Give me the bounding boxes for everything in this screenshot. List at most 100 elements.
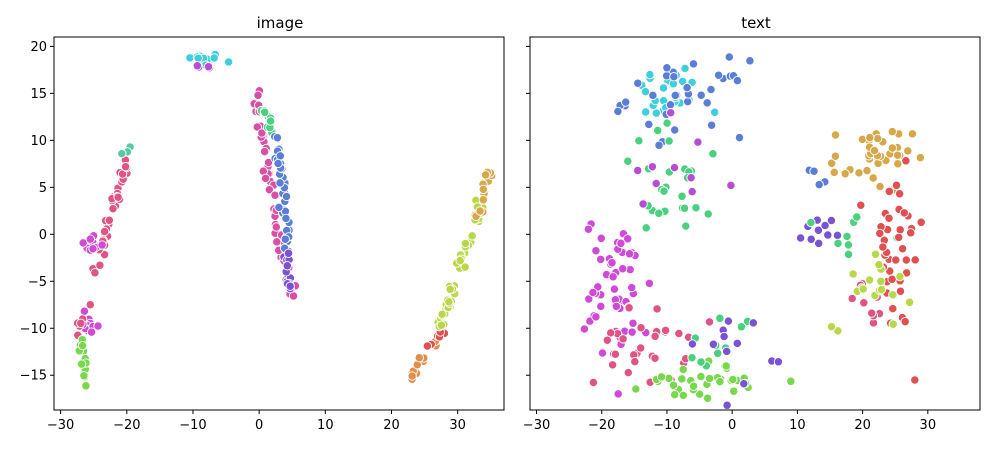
- scatter-point: [702, 98, 712, 108]
- scatter-point: [664, 136, 674, 146]
- scatter-point: [884, 186, 894, 197]
- scatter-point: [732, 75, 743, 86]
- scatter-point: [722, 346, 732, 357]
- scatter-point: [814, 179, 824, 190]
- scatter-point: [734, 132, 745, 143]
- scatter-point: [623, 367, 633, 378]
- scatter-point: [654, 140, 664, 150]
- y-tick-label: 5: [39, 181, 47, 196]
- scatter-point: [715, 313, 725, 323]
- scatter-point: [704, 373, 715, 384]
- scatter-point: [407, 371, 417, 381]
- scatter-point: [878, 242, 888, 252]
- scatter-point: [854, 168, 864, 178]
- scatter-point: [688, 59, 699, 69]
- x-tick-label: −30: [47, 418, 74, 433]
- scatter-point: [608, 272, 618, 282]
- scatter-point: [678, 364, 688, 375]
- scatter-point: [636, 323, 646, 333]
- scatter-point: [823, 230, 833, 240]
- y-axis-ticks: [526, 45, 530, 376]
- scatter-point: [683, 96, 693, 107]
- x-axis-ticks: −30 −20 −10 0 10 20 30: [523, 410, 936, 433]
- scatter-point: [78, 238, 88, 248]
- scatter-point: [85, 300, 95, 310]
- scatter-point: [624, 303, 634, 313]
- scatter-point: [900, 316, 910, 327]
- scatter-point: [833, 238, 843, 249]
- scatter-point: [259, 146, 270, 157]
- scatter-point: [108, 204, 118, 214]
- scatter-point: [97, 240, 107, 250]
- scatter-point: [88, 244, 98, 254]
- scatter-points: [72, 49, 497, 391]
- chart-title: text: [741, 14, 771, 32]
- scatter-point: [656, 372, 667, 382]
- scatter-point: [876, 276, 886, 286]
- scatter-point: [903, 146, 913, 156]
- scatter-point: [907, 129, 918, 139]
- scatter-point: [627, 327, 637, 337]
- scatter-point: [847, 293, 857, 304]
- scatter-point: [650, 353, 660, 363]
- scatter-point: [636, 343, 646, 353]
- x-tick-label: 0: [728, 418, 736, 433]
- scatter-point: [478, 195, 488, 205]
- scatter-point: [713, 70, 724, 80]
- scatter-point: [659, 186, 669, 196]
- scatter-point: [795, 233, 806, 243]
- scatter-point: [651, 178, 661, 189]
- scatter-point: [842, 231, 852, 242]
- scatter-point: [467, 231, 477, 241]
- scatter-point: [283, 248, 294, 258]
- scatter-point: [894, 232, 904, 243]
- scatter-point: [618, 264, 628, 274]
- scatter-point: [884, 213, 894, 223]
- scatter-point: [652, 304, 662, 314]
- scatter-point: [722, 400, 732, 410]
- scatter-point: [745, 56, 755, 66]
- y-tick-label: 10: [30, 134, 47, 149]
- scatter-point: [666, 108, 676, 118]
- x-tick-label: 10: [317, 418, 334, 433]
- scatter-point: [706, 120, 717, 130]
- scatter-point: [870, 249, 881, 259]
- scatter-point: [891, 255, 901, 265]
- scatter-point: [669, 162, 680, 173]
- scatter-point: [596, 301, 606, 312]
- x-tick-label: 0: [255, 418, 263, 433]
- scatter-point: [185, 53, 195, 63]
- scatter-point: [281, 191, 292, 202]
- scatter-point: [104, 215, 114, 225]
- scatter-point: [686, 173, 696, 183]
- scatter-point: [596, 233, 606, 243]
- scatter-point: [588, 287, 598, 298]
- scatter-point: [874, 259, 884, 270]
- scatter-point: [253, 90, 263, 100]
- scatter-point: [693, 137, 703, 147]
- scatter-point: [813, 225, 824, 235]
- scatter-point: [631, 384, 641, 394]
- scatter-point: [583, 224, 594, 234]
- x-tick-label: −20: [588, 418, 615, 433]
- scatter-point: [873, 133, 883, 144]
- scatter-point: [460, 262, 470, 272]
- scatter-point: [281, 213, 291, 224]
- scatter-point: [480, 170, 491, 180]
- scatter-point: [650, 331, 660, 341]
- scatter-point: [670, 90, 680, 101]
- scatter-point: [257, 128, 267, 138]
- scatter-point: [681, 221, 691, 231]
- scatter-point: [910, 255, 920, 265]
- scatter-point: [736, 322, 747, 332]
- x-tick-label: 20: [854, 418, 871, 433]
- scatter-point: [696, 357, 706, 367]
- scatter-point: [260, 173, 271, 184]
- scatter-point: [901, 255, 911, 265]
- scatter-points: [579, 52, 926, 410]
- scatter-point: [669, 72, 679, 82]
- scatter-point: [859, 298, 869, 308]
- scatter-point: [858, 284, 868, 294]
- scatter-point: [76, 359, 87, 369]
- scatter-point: [263, 157, 274, 168]
